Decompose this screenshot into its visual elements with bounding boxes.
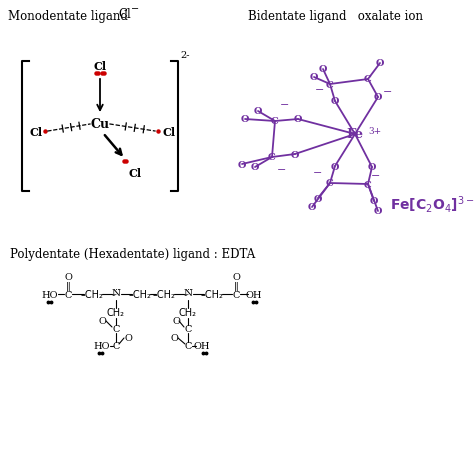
Text: −: − [371,171,381,180]
Text: O: O [374,93,382,102]
Text: −: − [313,168,323,178]
Text: ‖: ‖ [234,280,238,290]
Text: –CH₂: –CH₂ [153,289,175,299]
Text: O: O [254,107,262,116]
Text: –: – [111,290,117,299]
Text: C: C [271,117,279,126]
Text: O: O [251,163,259,172]
Text: C: C [364,180,372,189]
Text: Monodentate ligand: Monodentate ligand [8,10,128,23]
Text: Cu: Cu [91,118,109,131]
Text: C: C [184,342,191,351]
Text: O: O [310,73,318,82]
Text: O: O [370,197,378,206]
Text: O: O [64,273,72,282]
Text: C: C [112,342,120,351]
Text: –CH₂: –CH₂ [128,289,151,299]
Text: N̈: N̈ [183,288,192,297]
Text: OH: OH [194,342,210,351]
Text: –CH₂: –CH₂ [201,289,223,299]
Text: O: O [98,317,106,326]
Text: O: O [241,115,249,124]
Text: O: O [376,59,384,68]
Text: C: C [326,179,334,188]
Text: −: − [383,87,392,97]
Text: O: O [368,163,376,172]
Text: Polydentate (Hexadentate) ligand : EDTA: Polydentate (Hexadentate) ligand : EDTA [10,247,255,260]
Text: O: O [319,65,327,74]
Text: O: O [232,273,240,282]
Text: −: − [131,5,139,14]
Text: −: − [315,85,325,95]
Text: C: C [326,80,334,90]
Text: –: – [183,290,189,299]
Text: N̈: N̈ [111,288,120,297]
Text: O: O [170,334,178,343]
Text: C: C [268,153,276,162]
Text: Fe[C$_2$O$_4$]$^{3-}$: Fe[C$_2$O$_4$]$^{3-}$ [390,194,474,215]
Text: −: − [277,165,287,174]
Text: O: O [331,162,339,171]
Text: Cl: Cl [163,126,176,137]
Text: C: C [232,290,240,299]
Text: OH: OH [246,290,262,299]
Text: O: O [124,334,132,343]
Text: CH₂: CH₂ [179,308,197,317]
Text: O: O [172,317,180,326]
Text: O: O [238,160,246,169]
Text: O: O [294,115,302,124]
Text: O: O [331,97,339,106]
Text: C: C [64,290,72,299]
Text: O: O [291,150,299,159]
Text: C: C [184,325,191,334]
Text: Cl: Cl [93,61,107,72]
Text: HO: HO [94,342,110,351]
Text: O: O [314,194,322,203]
Text: Cl: Cl [118,8,131,21]
Text: –CH₂: –CH₂ [81,289,103,299]
Text: C: C [112,325,120,334]
Text: 3+: 3+ [368,127,381,136]
Text: −: − [280,100,290,110]
Text: C: C [364,75,372,84]
Text: CH₂: CH₂ [107,308,125,317]
Text: Cl: Cl [30,126,43,137]
Text: O: O [308,203,316,212]
Text: 2-: 2- [180,51,190,60]
Text: HO: HO [42,290,58,299]
Text: Cl: Cl [129,168,142,179]
Text: Bidentate ligand   oxalate ion: Bidentate ligand oxalate ion [248,10,423,23]
Text: O: O [374,207,382,216]
Text: Fe: Fe [346,128,364,141]
Text: ‖: ‖ [65,280,71,290]
